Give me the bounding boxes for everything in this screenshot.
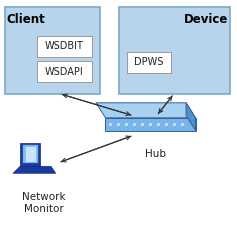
Text: WSDBIT: WSDBIT: [45, 41, 84, 51]
Polygon shape: [13, 166, 56, 173]
FancyBboxPatch shape: [5, 7, 100, 94]
Polygon shape: [186, 103, 196, 131]
Text: WSDAPI: WSDAPI: [45, 67, 84, 77]
Polygon shape: [96, 103, 196, 118]
FancyBboxPatch shape: [37, 36, 92, 57]
Text: DPWS: DPWS: [134, 57, 163, 67]
FancyBboxPatch shape: [37, 61, 92, 82]
Polygon shape: [20, 143, 40, 166]
Polygon shape: [23, 145, 38, 163]
Text: Client: Client: [6, 13, 45, 26]
Text: Hub: Hub: [145, 149, 166, 159]
Text: Device: Device: [184, 13, 229, 26]
Polygon shape: [105, 118, 196, 131]
FancyBboxPatch shape: [127, 52, 171, 73]
FancyBboxPatch shape: [118, 7, 230, 94]
Polygon shape: [26, 147, 36, 162]
Text: Network
Monitor: Network Monitor: [22, 192, 66, 214]
